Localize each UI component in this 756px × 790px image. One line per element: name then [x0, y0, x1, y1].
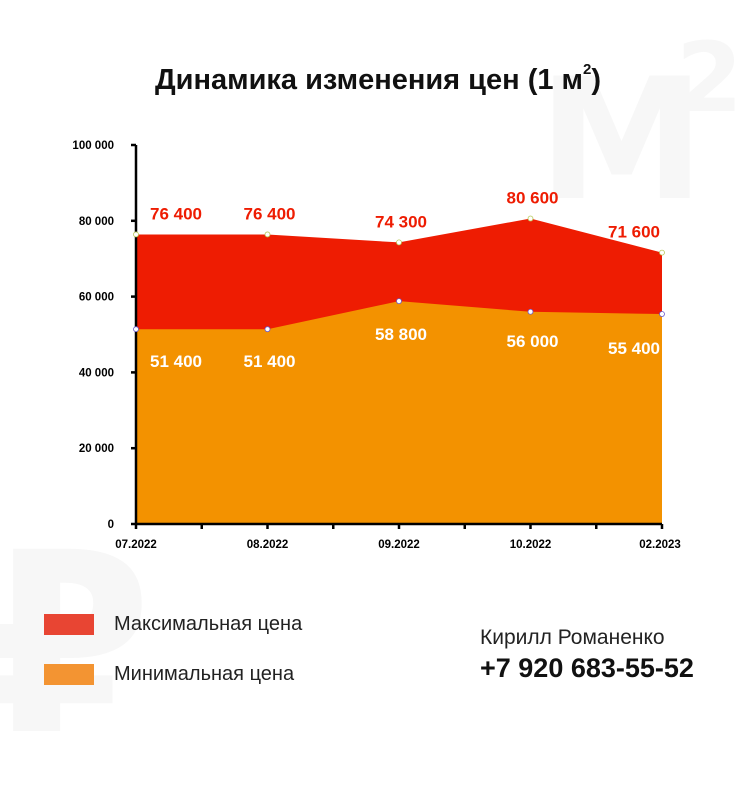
point-min-4	[659, 311, 665, 317]
x-tick-label-1: 08.2022	[247, 539, 289, 551]
legend-swatch-max	[44, 614, 94, 635]
watermark-power: 2	[676, 22, 743, 134]
chart-title: Динамика изменения цен (1 м2)	[0, 61, 756, 97]
watermark-ruble: ₽	[0, 499, 152, 790]
legend-label-min: Минимальная цена	[114, 663, 295, 685]
area-min-price	[136, 301, 662, 524]
y-tick-label-2: 40 000	[79, 367, 114, 379]
x-tick-label-0: 07.2022	[115, 539, 157, 551]
data-label-max-3: 80 600	[507, 189, 559, 208]
data-label-min-3: 56 000	[507, 332, 559, 351]
data-label-min-4: 55 400	[608, 339, 660, 358]
chart-title-superscript: 2	[583, 61, 592, 79]
point-max-3	[527, 215, 534, 222]
point-min-0	[133, 326, 139, 333]
point-max-2	[396, 239, 402, 246]
x-tick-label-4: 02.2023	[639, 539, 681, 551]
legend-swatch-min	[44, 664, 94, 685]
chart-title-tail: )	[591, 64, 602, 96]
contact-phone[interactable]: +7 920 683-55-52	[480, 653, 694, 683]
contact-name: Кирилл Романенко	[480, 626, 665, 649]
data-label-min-1: 51 400	[244, 352, 296, 371]
data-label-max-4: 71 600	[608, 223, 660, 242]
y-tick-label-4: 80 000	[79, 216, 114, 228]
point-min-3	[527, 308, 534, 315]
price-area-chart: 0 20 000 40 000 60 000 80 000 100 000 07.2022 0…	[72, 140, 681, 551]
point-min-1	[264, 326, 271, 333]
point-max-4	[659, 249, 665, 256]
y-tick-label-0: 0	[108, 519, 114, 531]
point-max-1	[264, 231, 271, 238]
data-label-min-0: 51 400	[150, 352, 202, 371]
data-label-max-0: 76 400	[150, 204, 202, 223]
y-tick-label-1: 20 000	[79, 443, 114, 455]
point-min-2	[396, 298, 402, 305]
legend-label-max: Максимальная цена	[114, 613, 303, 635]
watermark-m: М	[538, 42, 706, 238]
point-max-0	[133, 231, 139, 238]
data-label-max-2: 74 300	[375, 212, 427, 231]
chart-title-main: Динамика изменения цен (1 м	[154, 64, 583, 96]
x-tick-label-2: 09.2022	[378, 539, 420, 551]
y-tick-label-3: 60 000	[79, 292, 114, 304]
x-tick-label-3: 10.2022	[510, 539, 552, 551]
data-label-min-2: 58 800	[375, 325, 427, 344]
y-tick-label-5: 100 000	[72, 140, 114, 152]
data-label-max-1: 76 400	[244, 204, 296, 223]
